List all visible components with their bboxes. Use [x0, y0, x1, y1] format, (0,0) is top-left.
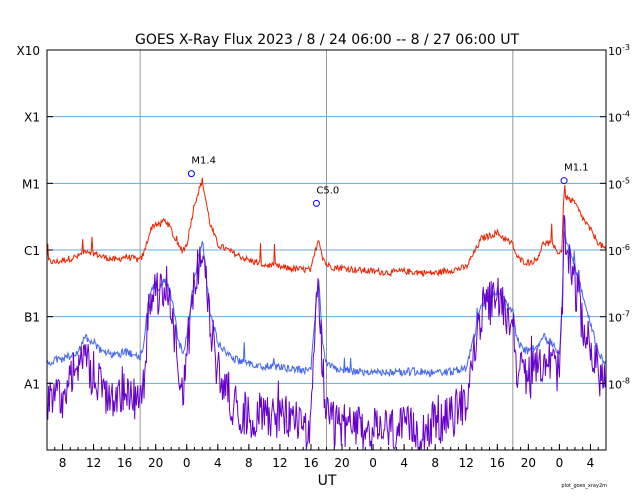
chart-title: GOES X-Ray Flux 2023 / 8 / 24 06:00 -- 8… [135, 32, 519, 48]
flare-label: M1.4 [191, 156, 216, 167]
left-tick-label: B1 [24, 311, 40, 325]
right-tick-label: 10-4 [608, 110, 630, 125]
x-tick-label: 20 [521, 456, 536, 470]
right-tick-label: 10-8 [608, 376, 630, 391]
x-tick-label: 12 [459, 456, 474, 470]
x-tick-label: 12 [86, 456, 101, 470]
left-axis-ticks: X10 X1 M1 C1 B1 A1 [17, 44, 53, 391]
x-tick-label: 16 [303, 456, 318, 470]
flux-line-2 [46, 214, 607, 451]
x-tick-label: 8 [431, 456, 439, 470]
flare-marker [312, 199, 320, 207]
left-tick-label: M1 [22, 177, 40, 191]
flux-series [46, 177, 607, 451]
flare-label: M1.1 [564, 163, 589, 174]
x-axis-ticks: 8 12 16 20 0 4 8 12 16 20 0 4 8 12 16 20 0 4 [54, 444, 599, 470]
left-tick-label: X1 [24, 111, 40, 125]
x-tick-label: 4 [400, 456, 408, 470]
x-tick-label: 20 [334, 456, 349, 470]
flare-marker [187, 170, 195, 178]
x-tick-label: 16 [490, 456, 505, 470]
flare-label: C5.0 [316, 185, 339, 196]
left-tick-label: A1 [24, 377, 40, 391]
right-tick-label: 10-3 [608, 43, 630, 58]
x-tick-label: 0 [556, 456, 564, 470]
x-tick-label: 0 [183, 456, 191, 470]
right-tick-label: 10-6 [608, 243, 630, 258]
x-tick-label: 4 [214, 456, 222, 470]
flare-annotations: M1.4 C5.0 M1.1 [187, 156, 589, 207]
x-axis-label: UT [318, 473, 337, 489]
right-axis-ticks: 10-3 10-4 10-5 10-6 10-7 10-8 [600, 43, 630, 391]
footer-label: plot_goes_xray2m [561, 483, 607, 489]
left-tick-label: X10 [17, 44, 41, 58]
x-tick-label: 0 [369, 456, 377, 470]
flux-line-0 [46, 177, 607, 278]
right-tick-label: 10-5 [608, 176, 630, 191]
x-tick-label: 20 [148, 456, 163, 470]
left-tick-label: C1 [24, 244, 40, 258]
x-tick-label: 12 [272, 456, 287, 470]
x-tick-label: 4 [587, 456, 595, 470]
x-tick-label: 8 [245, 456, 253, 470]
x-tick-label: 8 [59, 456, 67, 470]
right-tick-label: 10-7 [608, 310, 630, 325]
flare-marker [560, 177, 568, 185]
flux-line-1 [46, 230, 607, 378]
vertical-gridlines [139, 50, 514, 450]
x-tick-label: 16 [117, 456, 132, 470]
